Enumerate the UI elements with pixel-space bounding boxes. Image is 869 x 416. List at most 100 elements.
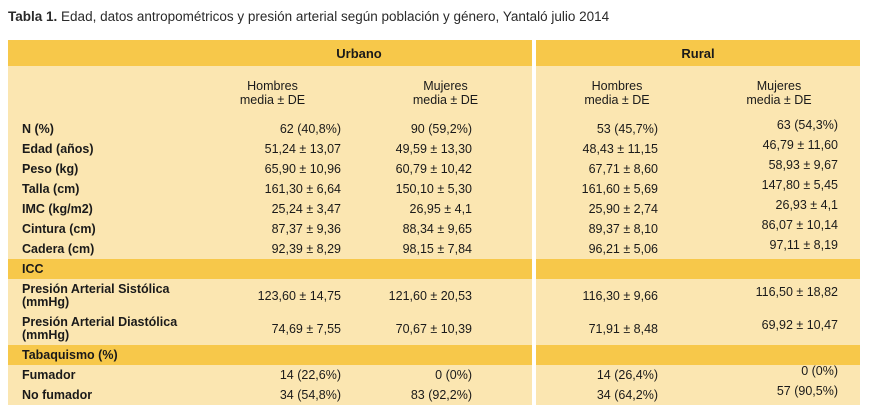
table-row: Cadera (cm) 92,39 ± 8,29 98,15 ± 7,84 96…	[8, 238, 861, 259]
cell-rural-hombres: 48,43 ± 11,15	[582, 142, 658, 156]
cell-rural-mujeres: 58,93 ± 9,67	[768, 158, 839, 172]
cell-urbano-mujeres: 150,10 ± 5,30	[395, 182, 472, 196]
group-header-row: Urbano Rural	[8, 40, 861, 66]
col-header-rural-mujeres: Mujeres media ± DE	[746, 78, 812, 107]
table-row: IMC (kg/m2) 25,24 ± 3,47 26,95 ± 4,1 25,…	[8, 198, 861, 219]
cell-rural-hombres	[536, 345, 698, 365]
column-separator	[532, 259, 536, 279]
row-label: Cintura (cm)	[22, 221, 96, 236]
empty-corner	[8, 66, 186, 119]
column-separator	[532, 40, 536, 66]
table-caption: Tabla 1. Edad, datos antropométricos y p…	[8, 9, 609, 24]
col-header-urbano-mujeres: Mujeres media ± DE	[412, 78, 479, 107]
column-separator	[532, 179, 536, 199]
column-separator	[532, 119, 536, 139]
column-separator	[532, 345, 536, 365]
group-rural: Rural	[681, 45, 715, 61]
row-label: Fumador	[22, 367, 76, 382]
col-header-rural-hombres: Hombres media ± DE	[584, 78, 650, 107]
cell-rural-mujeres: 147,80 ± 5,45	[761, 178, 839, 192]
cell-urbano-hombres: 62 (40,8%)	[279, 122, 341, 136]
table-row: Fumador 14 (22,6%) 0 (0%) 14 (26,4%) 0 (…	[8, 364, 861, 385]
column-separator	[532, 239, 536, 259]
column-separator	[532, 66, 536, 119]
cell-urbano-hombres: 87,37 ± 9,36	[271, 222, 341, 236]
cell-urbano-mujeres: 121,60 ± 20,53	[388, 288, 472, 303]
cell-urbano-hombres: 65,90 ± 10,96	[264, 162, 341, 176]
cell-rural-hombres: 34 (64,2%)	[596, 388, 658, 402]
table-row: Presión Arterial Sistólica (mmHg) 123,60…	[8, 279, 861, 312]
cell-rural-mujeres	[698, 345, 860, 365]
cell-urbano-mujeres: 88,34 ± 9,65	[402, 222, 472, 236]
cell-rural-mujeres: 97,11 ± 8,19	[769, 238, 839, 252]
row-label: Talla (cm)	[22, 181, 80, 196]
cell-rural-hombres: 67,71 ± 8,60	[588, 162, 658, 176]
cell-urbano-mujeres: 98,15 ± 7,84	[402, 242, 472, 256]
cell-rural-hombres: 14 (26,4%)	[596, 368, 658, 382]
column-separator	[532, 139, 536, 159]
row-label: Cadera (cm)	[22, 241, 95, 256]
cell-rural-hombres: 71,91 ± 8,48	[588, 321, 658, 336]
cell-rural-mujeres	[698, 259, 860, 279]
column-separator	[532, 279, 536, 312]
cell-urbano-hombres: 14 (22,6%)	[279, 368, 341, 382]
cell-urbano-mujeres: 90 (59,2%)	[410, 122, 472, 136]
row-label: Presión Arterial Diastólica (mmHg)	[22, 314, 178, 342]
cell-rural-mujeres: 69,92 ± 10,47	[761, 317, 839, 332]
cell-urbano-hombres: 123,60 ± 14,75	[257, 288, 341, 303]
section-row-tabaquismo: Tabaquismo (%)	[8, 345, 861, 365]
cell-rural-hombres: 161,60 ± 5,69	[581, 182, 658, 196]
cell-urbano-mujeres: 60,79 ± 10,42	[395, 162, 472, 176]
row-label: ICC	[22, 261, 44, 276]
cell-urbano-mujeres	[359, 259, 532, 279]
cell-rural-hombres: 53 (45,7%)	[596, 122, 658, 136]
cell-rural-mujeres: 116,50 ± 18,82	[755, 284, 839, 299]
cell-rural-hombres: 25,90 ± 2,74	[588, 202, 658, 216]
column-separator	[532, 312, 536, 345]
cell-urbano-mujeres: 26,95 ± 4,1	[409, 202, 472, 216]
cell-urbano-mujeres: 49,59 ± 13,30	[395, 142, 472, 156]
group-urbano: Urbano	[336, 45, 382, 61]
cell-urbano-hombres: 161,30 ± 6,64	[264, 182, 341, 196]
row-label: Tabaquismo (%)	[22, 347, 118, 362]
column-separator	[532, 199, 536, 219]
cell-urbano-hombres: 51,24 ± 13,07	[264, 142, 341, 156]
row-label: Presión Arterial Sistólica (mmHg)	[22, 281, 170, 309]
table-row: Talla (cm) 161,30 ± 6,64 150,10 ± 5,30 1…	[8, 178, 861, 199]
column-separator	[532, 159, 536, 179]
cell-urbano-mujeres: 70,67 ± 10,39	[395, 321, 472, 336]
cell-urbano-mujeres: 0 (0%)	[435, 368, 472, 382]
table-row: Peso (kg) 65,90 ± 10,96 60,79 ± 10,42 67…	[8, 158, 861, 179]
cell-urbano-mujeres	[359, 345, 532, 365]
cell-rural-mujeres: 57 (90,5%)	[776, 384, 839, 398]
cell-rural-mujeres: 26,93 ± 4,1	[775, 198, 839, 212]
column-separator	[532, 385, 536, 405]
cell-urbano-mujeres: 83 (92,2%)	[410, 388, 472, 402]
cell-rural-hombres	[536, 259, 698, 279]
cell-rural-mujeres: 63 (54,3%)	[776, 118, 839, 132]
cell-urbano-hombres: 92,39 ± 8,29	[271, 242, 341, 256]
empty-corner	[8, 40, 186, 66]
cell-urbano-hombres	[186, 345, 359, 365]
caption-text: Edad, datos antropométricos y presión ar…	[61, 9, 610, 24]
row-label: Edad (años)	[22, 141, 94, 156]
cell-urbano-hombres: 74,69 ± 7,55	[271, 321, 341, 336]
cell-urbano-hombres: 25,24 ± 3,47	[271, 202, 341, 216]
column-separator	[532, 365, 536, 385]
table-row: N (%) 62 (40,8%) 90 (59,2%) 53 (45,7%) 6…	[8, 118, 861, 139]
cell-rural-mujeres: 86,07 ± 10,14	[761, 218, 839, 232]
row-label: IMC (kg/m2)	[22, 201, 93, 216]
table-row: No fumador 34 (54,8%) 83 (92,2%) 34 (64,…	[8, 384, 861, 405]
row-label: No fumador	[22, 387, 93, 402]
row-label: Peso (kg)	[22, 161, 79, 176]
cell-rural-mujeres: 0 (0%)	[801, 364, 839, 378]
sub-header-row: Hombres media ± DE Mujeres media ± DE Homb…	[8, 66, 861, 119]
cell-urbano-hombres	[186, 259, 359, 279]
cell-rural-mujeres: 46,79 ± 11,60	[762, 138, 839, 152]
cell-rural-hombres: 116,30 ± 9,66	[582, 288, 658, 303]
section-row-icc: ICC	[8, 259, 861, 279]
caption-label: Tabla 1.	[8, 9, 58, 24]
column-separator	[532, 219, 536, 239]
table-row: Cintura (cm) 87,37 ± 9,36 88,34 ± 9,65 8…	[8, 218, 861, 239]
cell-rural-hombres: 96,21 ± 5,06	[588, 242, 658, 256]
